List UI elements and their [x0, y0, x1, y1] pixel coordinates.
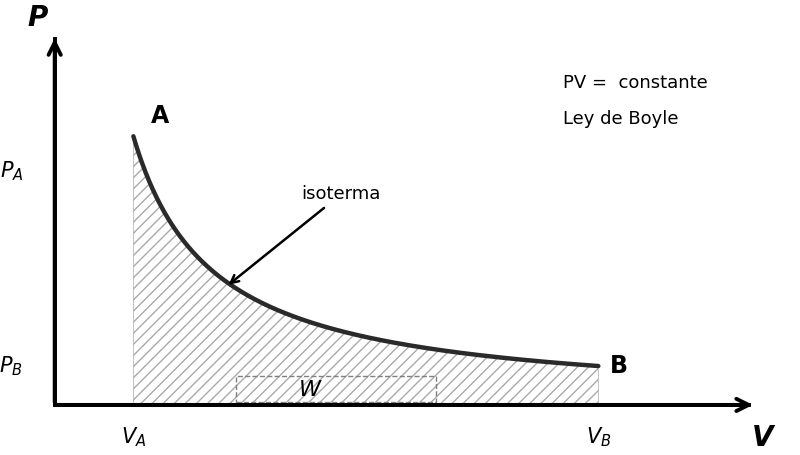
- Text: $P_A$: $P_A$: [0, 159, 23, 183]
- Text: V: V: [752, 424, 774, 452]
- Text: A: A: [150, 104, 169, 128]
- Text: $P_B$: $P_B$: [0, 354, 23, 378]
- Text: B: B: [610, 354, 628, 378]
- Text: PV =  constante: PV = constante: [562, 74, 707, 91]
- Text: P: P: [27, 4, 48, 32]
- Text: $V_B$: $V_B$: [586, 425, 611, 449]
- Text: $V_A$: $V_A$: [121, 425, 146, 449]
- Text: Ley de Boyle: Ley de Boyle: [562, 111, 678, 128]
- Text: isoterma: isoterma: [230, 186, 381, 283]
- Text: W: W: [299, 380, 321, 400]
